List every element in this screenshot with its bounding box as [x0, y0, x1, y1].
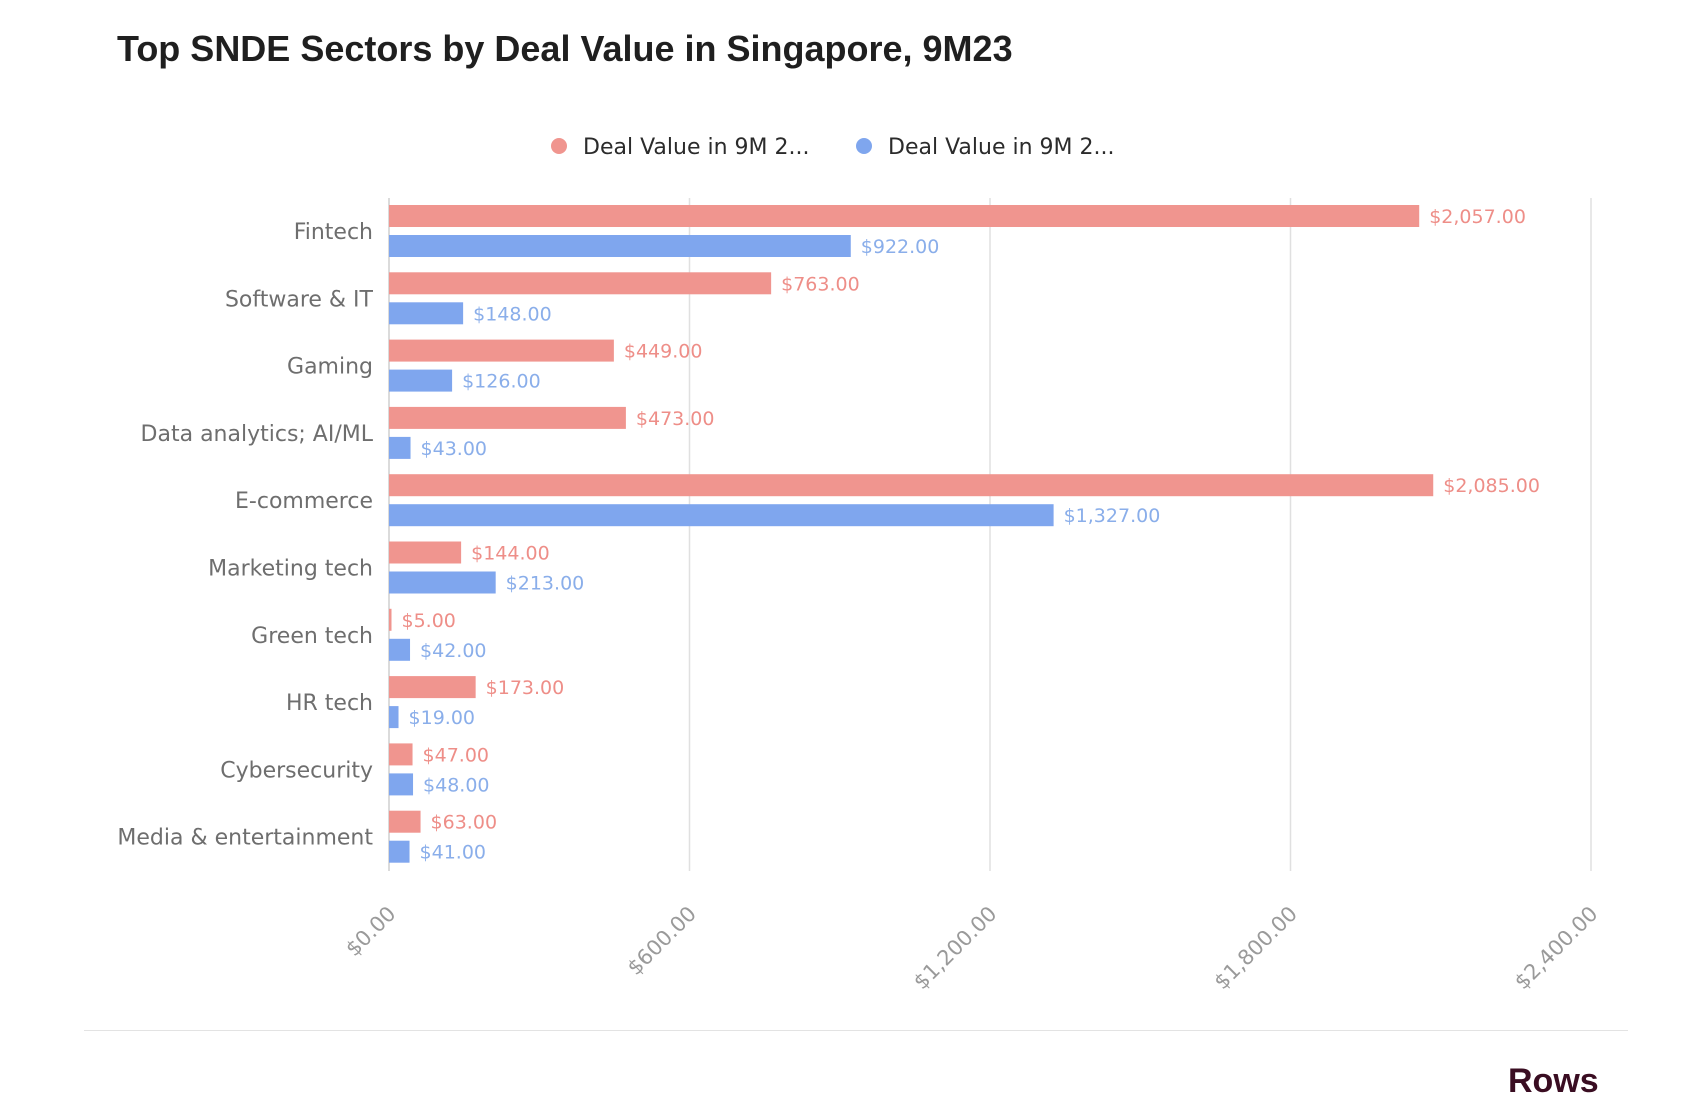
bar-gaming-series-1 — [389, 339, 614, 362]
category-labels: Fintech Software & IT Gaming Data analytics… — [117, 220, 373, 851]
chart-gridlines — [388, 198, 1592, 871]
data-label: $1,327.00 — [1064, 505, 1161, 527]
data-label: $473.00 — [636, 408, 715, 430]
category-label: Cybersecurity — [220, 758, 373, 783]
data-label: $5.00 — [402, 610, 456, 632]
data-label: $922.00 — [861, 236, 940, 258]
x-tick-label: $2,400.00 — [1510, 902, 1603, 995]
category-label: Fintech — [294, 220, 373, 245]
category-label: E-commerce — [235, 489, 373, 514]
chart-bars: $2,057.00 $922.00$763.00 $148.00 $449.00 $12… — [389, 205, 1540, 864]
bar-hr-tech-series-2 — [389, 706, 399, 729]
legend-label: Deal Value in 9M 2... — [888, 135, 1114, 160]
bar-e-commerce-series-1 — [389, 474, 1434, 497]
bar-data-analytics-ai-ml-series-2 — [389, 436, 411, 459]
bar-cybersecurity-series-2 — [389, 773, 414, 796]
legend-marker — [551, 138, 567, 154]
x-axis-ticks: $0.00 $600.00 $1,200.00 $1,800.00 $2,400.00 — [341, 902, 1602, 995]
bar-software-it-series-2 — [389, 302, 464, 325]
chart-title: Top SNDE Sectors by Deal Value in Singap… — [117, 28, 1013, 69]
category-label: Software & IT — [225, 287, 374, 312]
legend-label: Deal Value in 9M 2... — [583, 135, 809, 160]
data-label: $763.00 — [781, 273, 860, 295]
category-label: Gaming — [287, 355, 373, 380]
bar-chart: Deal Value in 9M 2... Deal Value in 9M 2.… — [117, 135, 1602, 995]
bar-data-analytics-ai-ml-series-1 — [389, 406, 626, 429]
brand-logo[interactable]: Rows — [1508, 1062, 1599, 1100]
data-label: $43.00 — [421, 438, 487, 460]
bar-green-tech-series-2 — [389, 638, 411, 661]
bar-media-entertainment-series-1 — [389, 810, 421, 833]
bar-e-commerce-series-2 — [389, 504, 1054, 527]
bar-media-entertainment-series-2 — [389, 840, 410, 863]
bar-marketing-tech-series-1 — [389, 541, 462, 564]
data-label: $2,085.00 — [1443, 475, 1540, 497]
category-label: Green tech — [251, 624, 373, 649]
data-label: $173.00 — [486, 677, 565, 699]
data-label: $148.00 — [473, 303, 552, 325]
data-label: $126.00 — [462, 371, 541, 393]
data-label: $2,057.00 — [1429, 206, 1526, 228]
bar-marketing-tech-series-2 — [389, 571, 496, 594]
data-label: $41.00 — [420, 842, 486, 864]
bar-hr-tech-series-1 — [389, 676, 476, 699]
bar-software-it-series-1 — [389, 272, 772, 295]
data-label: $19.00 — [409, 707, 475, 729]
legend-marker — [856, 138, 872, 154]
data-label: $449.00 — [624, 341, 703, 363]
data-label: $48.00 — [423, 774, 489, 796]
x-tick-label: $0.00 — [341, 902, 400, 961]
category-label: Marketing tech — [208, 557, 373, 582]
bar-cybersecurity-series-1 — [389, 743, 413, 766]
x-tick-label: $1,200.00 — [909, 902, 1002, 995]
category-label: Media & entertainment — [117, 826, 373, 851]
data-label: $63.00 — [431, 812, 497, 834]
data-label: $47.00 — [423, 744, 489, 766]
bar-fintech-series-1 — [389, 205, 1420, 227]
bar-green-tech-series-1 — [389, 608, 392, 631]
footer-divider — [84, 1030, 1628, 1031]
bar-fintech-series-2 — [389, 235, 851, 257]
data-label: $42.00 — [420, 640, 486, 662]
category-label: HR tech — [286, 691, 373, 716]
bar-gaming-series-2 — [389, 369, 453, 392]
chart-legend: Deal Value in 9M 2... Deal Value in 9M 2.… — [551, 135, 1114, 160]
data-label: $213.00 — [506, 573, 585, 595]
x-tick-label: $600.00 — [623, 902, 701, 980]
data-label: $144.00 — [471, 543, 550, 565]
x-tick-label: $1,800.00 — [1209, 902, 1302, 995]
category-label: Data analytics; AI/ML — [141, 422, 374, 447]
